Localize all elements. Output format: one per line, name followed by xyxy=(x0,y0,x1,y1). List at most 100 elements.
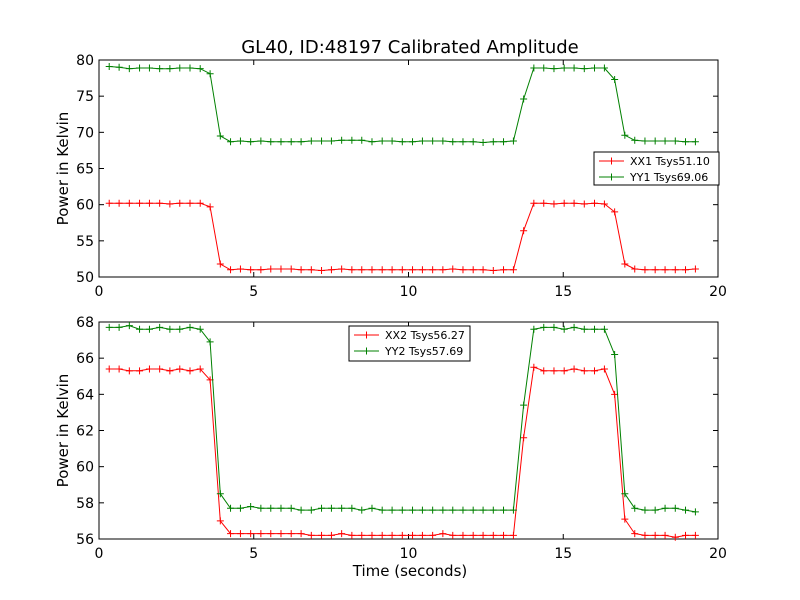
data-point-marker xyxy=(176,64,184,72)
data-point-marker xyxy=(327,137,335,145)
y-tick-label: 58 xyxy=(76,496,94,512)
data-point-marker xyxy=(550,200,558,208)
data-point-marker xyxy=(500,138,508,146)
data-point-marker xyxy=(196,65,204,73)
data-point-marker xyxy=(156,323,164,331)
data-point-marker xyxy=(115,199,123,207)
data-point-marker xyxy=(540,367,548,375)
data-point-marker xyxy=(368,531,376,539)
x-axis-label: Time (seconds) xyxy=(352,562,468,580)
data-point-marker xyxy=(166,325,174,333)
data-point-marker xyxy=(530,325,538,333)
data-point-marker xyxy=(398,531,406,539)
data-point-marker xyxy=(459,266,467,274)
data-point-marker xyxy=(409,531,417,539)
data-point-marker xyxy=(338,530,346,538)
data-point-marker xyxy=(661,266,669,274)
data-point-marker xyxy=(479,138,487,146)
data-point-marker xyxy=(459,138,467,146)
data-point-marker xyxy=(186,64,194,72)
data-point-marker xyxy=(631,504,639,512)
data-point-marker xyxy=(398,506,406,514)
data-point-marker xyxy=(378,506,386,514)
data-point-marker xyxy=(560,64,568,72)
x-tick-label: 10 xyxy=(400,546,418,562)
data-point-marker xyxy=(156,199,164,207)
data-point-marker xyxy=(368,504,376,512)
bottom-panel: 0 5 10 15 20 56 58 60 62 64 66 68 Power in Kelvin XX2… xyxy=(54,315,727,562)
data-point-marker xyxy=(115,63,123,71)
x-tick-label: 0 xyxy=(95,284,104,300)
x-tick-label: 5 xyxy=(249,284,258,300)
data-point-marker xyxy=(166,367,174,375)
data-point-marker xyxy=(530,64,538,72)
data-point-marker xyxy=(125,322,133,330)
data-point-marker xyxy=(338,504,346,512)
data-point-marker xyxy=(691,508,699,516)
data-point-marker xyxy=(439,506,447,514)
data-point-marker xyxy=(307,137,315,145)
x-tick-label: 20 xyxy=(709,546,727,562)
data-point-marker xyxy=(206,203,214,211)
data-point-marker xyxy=(520,401,528,409)
x-tick-label: 15 xyxy=(554,546,572,562)
data-point-marker xyxy=(631,265,639,273)
data-point-marker xyxy=(358,531,366,539)
data-point-marker xyxy=(641,137,649,145)
data-point-marker xyxy=(348,531,356,539)
data-point-marker xyxy=(489,266,497,274)
data-point-marker xyxy=(166,200,174,208)
data-point-marker xyxy=(409,506,417,514)
y-tick-label: 64 xyxy=(76,387,94,403)
data-point-marker xyxy=(600,325,608,333)
data-point-marker xyxy=(591,325,599,333)
data-point-marker xyxy=(671,533,679,541)
data-point-marker xyxy=(459,506,467,514)
y-tick-label: 66 xyxy=(76,351,94,367)
data-point-marker xyxy=(580,200,588,208)
data-point-marker xyxy=(560,199,568,207)
data-point-marker xyxy=(287,504,295,512)
legend-label: XX1 Tsys51.10 xyxy=(630,155,710,168)
data-point-marker xyxy=(682,506,690,514)
data-point-marker xyxy=(469,138,477,146)
data-point-marker xyxy=(409,138,417,146)
x-tick-label: 10 xyxy=(400,284,418,300)
data-point-marker xyxy=(651,531,659,539)
data-point-marker xyxy=(560,325,568,333)
data-point-marker xyxy=(136,325,144,333)
data-point-marker xyxy=(682,531,690,539)
data-point-marker xyxy=(479,266,487,274)
legend: XX2 Tsys56.27 YY2 Tsys57.69 xyxy=(348,325,471,362)
data-point-marker xyxy=(570,64,578,72)
data-point-marker xyxy=(641,266,649,274)
data-point-marker xyxy=(449,138,457,146)
data-point-marker xyxy=(671,266,679,274)
data-point-marker xyxy=(418,266,426,274)
data-point-marker xyxy=(277,265,285,273)
x-tick-label: 20 xyxy=(709,284,727,300)
data-point-marker xyxy=(257,137,265,145)
data-point-marker xyxy=(136,199,144,207)
data-point-marker xyxy=(520,434,528,442)
data-point-marker xyxy=(236,530,244,538)
data-point-marker xyxy=(631,530,639,538)
data-point-marker xyxy=(196,325,204,333)
data-point-marker xyxy=(176,325,184,333)
data-point-marker xyxy=(520,227,528,235)
y-tick-label: 70 xyxy=(76,125,94,141)
legend-box xyxy=(593,151,720,186)
data-point-marker xyxy=(216,490,224,498)
data-point-marker xyxy=(358,136,366,144)
data-point-marker xyxy=(418,531,426,539)
data-point-marker xyxy=(489,138,497,146)
data-point-marker xyxy=(509,531,517,539)
data-point-marker xyxy=(247,266,255,274)
data-point-marker xyxy=(500,266,508,274)
data-point-marker xyxy=(115,365,123,373)
data-point-marker xyxy=(479,506,487,514)
y-tick-label: 80 xyxy=(76,53,94,69)
data-point-marker xyxy=(287,530,295,538)
data-point-marker xyxy=(297,266,305,274)
data-point-marker xyxy=(540,199,548,207)
